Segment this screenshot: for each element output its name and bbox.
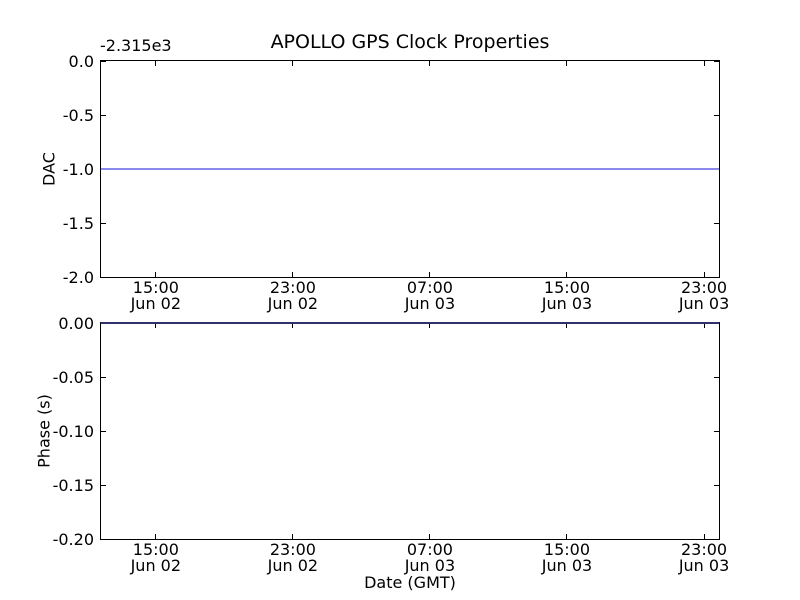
y-tick-label: 0.0: [68, 52, 94, 71]
x-tick-date: Jun 03: [404, 556, 456, 575]
y-tick-mark: [714, 430, 719, 432]
x-tick-time: 07:00: [406, 540, 453, 559]
phase-plot-area: Phase (s) 0.00 -0.05 -0.10 -0.15 -0.20 15:00 Ju…: [35, 315, 730, 574]
x-tick-label: 23:00 Jun 02: [268, 542, 318, 574]
y-tick-label: -0.5: [62, 106, 94, 125]
x-tick-time: 23:00: [269, 278, 316, 297]
y-tick-mark: [714, 538, 719, 540]
x-tick-mark: [155, 323, 157, 328]
x-tick-date: Jun 03: [541, 556, 593, 575]
y-tick-label: -1.0: [62, 160, 94, 179]
x-tick-mark: [566, 61, 568, 66]
y-tick-mark: [714, 114, 719, 116]
x-tick-time: 23:00: [680, 540, 728, 559]
x-tick-label: 07:00 Jun 03: [405, 280, 455, 312]
x-tick-mark: [566, 534, 568, 539]
y-tick-label: -2.0: [62, 268, 94, 287]
x-tick-label: 23:00 Jun 03: [679, 542, 729, 574]
y-tick-mark: [714, 222, 719, 224]
y-tick-label: -1.5: [62, 214, 94, 233]
x-tick-date: Jun 03: [678, 294, 730, 313]
x-tick-time: 23:00: [269, 540, 316, 559]
y-tick-label: 0.00: [58, 314, 94, 333]
x-tick-label: 23:00 Jun 02: [268, 280, 318, 312]
x-axis-label: Date (GMT): [364, 573, 456, 592]
x-tick-date: Jun 02: [267, 556, 319, 575]
x-tick-mark: [703, 61, 705, 66]
x-tick-label: 15:00 Jun 03: [542, 280, 592, 312]
x-tick-mark: [155, 534, 157, 539]
x-tick-mark: [703, 534, 705, 539]
x-tick-mark: [155, 272, 157, 277]
x-tick-time: 15:00: [132, 540, 179, 559]
x-tick-time: 07:00: [406, 278, 453, 297]
x-tick-date: Jun 02: [130, 294, 182, 313]
y-tick-mark: [714, 60, 719, 62]
x-tick-time: 15:00: [132, 278, 179, 297]
x-tick-mark: [566, 323, 568, 328]
dac-data-line: [101, 168, 719, 170]
x-tick-mark: [429, 61, 431, 66]
x-tick-time: 15:00: [543, 278, 591, 297]
x-tick-label: 15:00 Jun 02: [131, 280, 181, 312]
x-tick-date: Jun 02: [267, 294, 319, 313]
x-tick-mark: [429, 323, 431, 328]
x-tick-mark: [292, 323, 294, 328]
y-tick-label: -0.10: [52, 422, 94, 441]
x-tick-label: 07:00 Jun 03: [405, 542, 455, 574]
x-tick-mark: [292, 534, 294, 539]
x-tick-mark: [429, 534, 431, 539]
x-tick-mark: [292, 272, 294, 277]
x-tick-mark: [429, 272, 431, 277]
y-tick-mark: [714, 484, 719, 486]
y-tick-mark: [714, 376, 719, 378]
dac-plot-area: DAC 0.0 -0.5 -1.0 -1.5 -2.0 15:00 Jun 02 23:00 Ju…: [40, 53, 730, 312]
x-tick-label: 15:00 Jun 02: [131, 542, 181, 574]
x-tick-date: Jun 02: [130, 556, 182, 575]
x-tick-label: 23:00 Jun 03: [679, 280, 729, 312]
y-tick-mark: [101, 538, 106, 540]
x-tick-label: 15:00 Jun 03: [542, 542, 592, 574]
phase-y-axis-label: Phase (s): [34, 394, 54, 468]
x-tick-date: Jun 03: [541, 294, 593, 313]
y-tick-mark: [101, 484, 106, 486]
x-tick-date: Jun 03: [678, 556, 730, 575]
y-tick-mark: [101, 276, 106, 278]
x-tick-time: 15:00: [543, 540, 591, 559]
x-tick-mark: [703, 272, 705, 277]
chart-title: APOLLO GPS Clock Properties: [270, 31, 550, 53]
y-tick-mark: [101, 114, 106, 116]
y-tick-mark: [101, 60, 106, 62]
y-tick-mark: [101, 376, 106, 378]
x-tick-mark: [292, 61, 294, 66]
y-tick-mark: [101, 430, 106, 432]
y-tick-label: -0.05: [52, 368, 94, 387]
y-tick-label: -0.20: [52, 530, 94, 549]
y-tick-mark: [101, 222, 106, 224]
phase-data-line: [101, 323, 719, 324]
x-tick-mark: [155, 61, 157, 66]
x-tick-time: 23:00: [680, 278, 728, 297]
x-tick-date: Jun 03: [404, 294, 456, 313]
y-tick-label: -0.15: [52, 476, 94, 495]
y-axis-offset-label: -2.315e3: [100, 36, 172, 55]
x-tick-mark: [566, 272, 568, 277]
x-tick-mark: [703, 323, 705, 328]
dac-y-axis-label: DAC: [39, 152, 59, 186]
y-tick-mark: [714, 276, 719, 278]
